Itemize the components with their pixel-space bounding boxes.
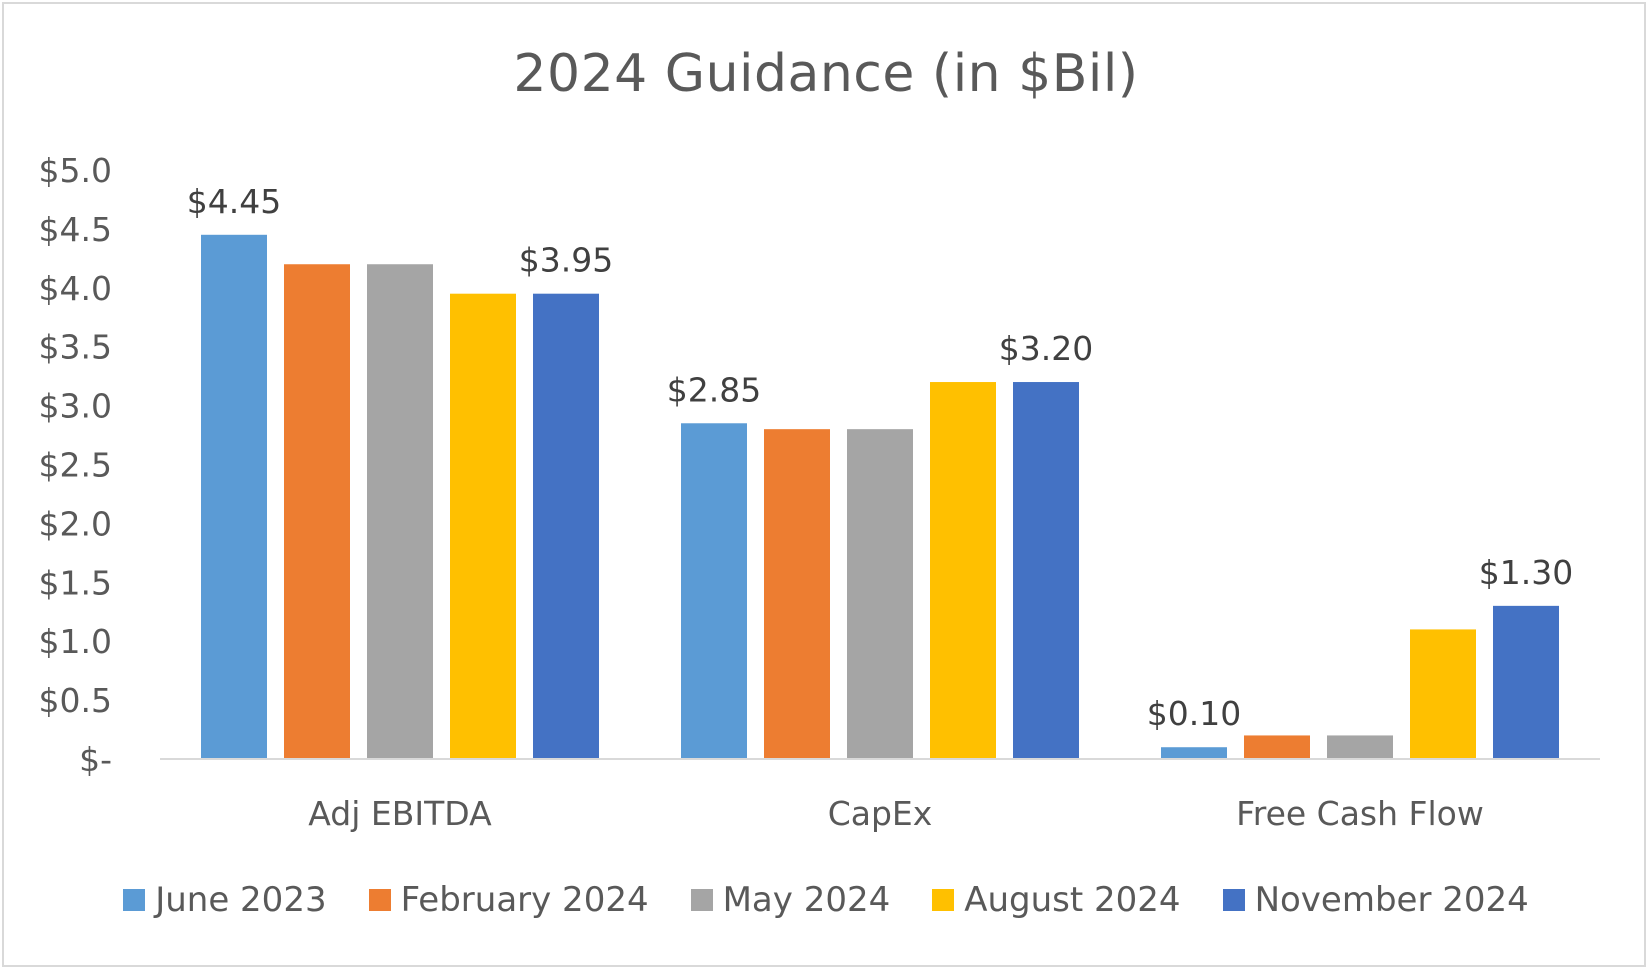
bar-free-cash-flow-november-2024 (1493, 605, 1559, 759)
y-tick-label: $1.0 (39, 622, 112, 661)
bar-adj-ebitda-february-2024 (284, 264, 350, 759)
bar-adj-ebitda-august-2024 (450, 293, 516, 759)
legend-label: June 2023 (155, 880, 327, 920)
data-label: $2.85 (667, 370, 761, 409)
data-label: $3.95 (519, 241, 613, 280)
bar-adj-ebitda-may-2024 (367, 264, 433, 759)
legend-label: August 2024 (964, 880, 1181, 920)
y-tick-label: $2.0 (39, 504, 112, 543)
bar-adj-ebitda-june-2023 (201, 234, 267, 760)
legend-swatch (1222, 889, 1245, 911)
bar-chart-plot: $- $0.5 $1.0 $1.5 $2.0 $2.5 $3.0 $3.5 $4.0 $4.5 $5… (39, 151, 1600, 833)
data-label: $4.45 (187, 182, 281, 221)
legend-label: November 2024 (1254, 880, 1529, 920)
bar-capex-february-2024 (764, 429, 830, 759)
bar-capex-november-2024 (1013, 382, 1079, 759)
bar-capex-june-2023 (681, 423, 747, 759)
x-category-label: Adj EBITDA (308, 794, 492, 833)
legend-item: November 2024 (1222, 880, 1529, 920)
bar-free-cash-flow-february-2024 (1244, 735, 1310, 759)
legend-item: August 2024 (932, 880, 1181, 920)
legend-label: May 2024 (722, 880, 891, 920)
y-tick-label: $4.0 (39, 269, 112, 308)
bar-capex-august-2024 (930, 382, 996, 759)
data-label: $1.30 (1479, 553, 1573, 592)
y-tick-label: $2.5 (39, 446, 112, 485)
y-tick-label: $1.5 (39, 563, 112, 602)
bar-free-cash-flow-august-2024 (1410, 629, 1476, 759)
legend-item: February 2024 (368, 880, 649, 920)
legend-swatch (368, 889, 391, 911)
legend-swatch (932, 889, 955, 911)
y-tick-label: $3.0 (39, 387, 112, 426)
bar-capex-may-2024 (847, 429, 913, 759)
y-tick-label: $5.0 (39, 151, 112, 190)
data-label: $3.20 (999, 329, 1093, 368)
legend-item: June 2023 (123, 880, 327, 920)
y-tick-label: $3.5 (39, 328, 112, 367)
x-category-label: Free Cash Flow (1236, 794, 1484, 833)
y-tick-label: $- (79, 740, 112, 779)
bar-free-cash-flow-may-2024 (1327, 735, 1393, 759)
legend-swatch (690, 889, 713, 911)
data-label: $0.10 (1147, 694, 1241, 733)
legend-label: February 2024 (400, 880, 649, 920)
legend-item: May 2024 (690, 880, 891, 920)
legend-swatch (123, 889, 146, 911)
x-category-label: CapEx (828, 794, 933, 833)
y-tick-label: $0.5 (39, 681, 112, 720)
bar-adj-ebitda-november-2024 (533, 293, 599, 759)
chart-title: 2024 Guidance (in $Bil) (513, 44, 1139, 104)
chart-legend: June 2023 February 2024 May 2024 August 202… (0, 880, 1652, 920)
y-tick-label: $4.5 (39, 210, 112, 249)
bar-free-cash-flow-june-2023 (1161, 747, 1227, 759)
